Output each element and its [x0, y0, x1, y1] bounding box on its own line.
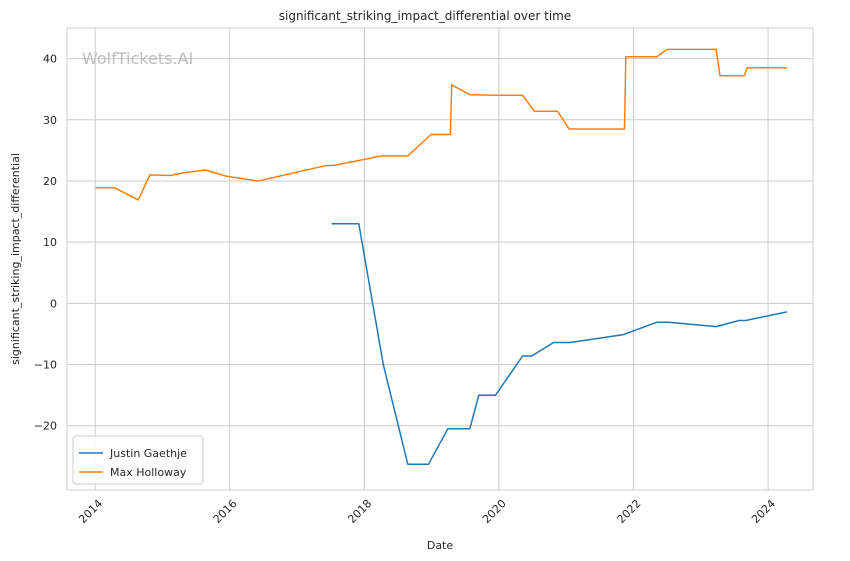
y-axis-title: significant_striking_impact_differential	[9, 153, 22, 365]
legend-label-max-holloway: Max Holloway	[110, 466, 187, 479]
chart-title: significant_striking_impact_differential…	[279, 9, 571, 23]
y-tick-label: 0	[50, 297, 57, 310]
watermark-text: WolfTickets.AI	[82, 49, 193, 68]
series-line-max-holloway	[95, 48, 787, 201]
y-tick-label: 10	[43, 236, 57, 249]
y-tick-label: 40	[43, 53, 57, 66]
y-tick-label: −20	[34, 420, 57, 433]
plot-frame	[66, 27, 814, 491]
series-lines	[95, 48, 788, 466]
series-line-justin-gaethje	[331, 223, 788, 466]
legend-label-justin-gaethje: Justin Gaethje	[109, 447, 187, 460]
y-tick-label: −10	[34, 359, 57, 372]
y-tick-label: 20	[43, 175, 57, 188]
x-axis-title: Date	[427, 539, 454, 552]
legend: Justin Gaethje Max Holloway	[72, 435, 204, 485]
legend-box	[72, 435, 204, 485]
y-tick-label: 30	[43, 114, 57, 127]
